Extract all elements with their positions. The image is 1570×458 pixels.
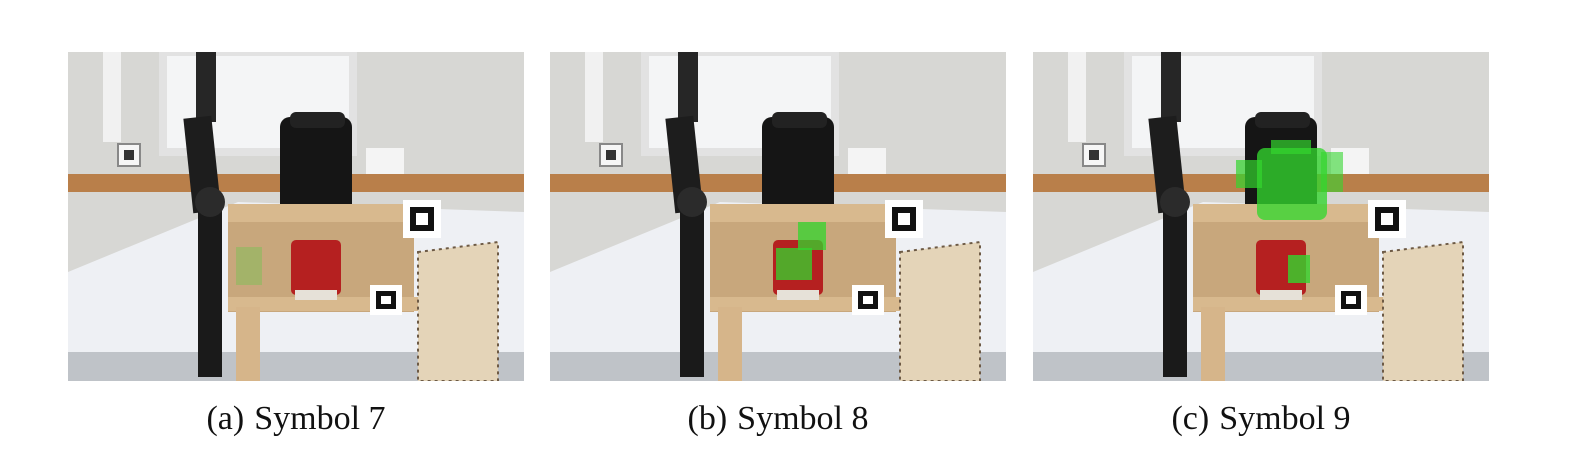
figure-panel-c — [1033, 52, 1489, 381]
panel-caption-c: (c) Symbol 9 — [1033, 402, 1489, 436]
robot-scene-image-c — [1033, 52, 1489, 381]
panel-caption-b: (b) Symbol 8 — [550, 402, 1006, 436]
robot-scene-image-a — [68, 52, 524, 381]
caption-label: (c) — [1171, 400, 1210, 437]
fiducial-marker-icon — [852, 200, 923, 315]
fiducial-marker-icon — [1335, 200, 1406, 315]
figure-panel-a — [68, 52, 524, 381]
symbol-highlight-region — [236, 247, 262, 285]
caption-title: Symbol 9 — [1219, 400, 1351, 437]
fiducial-marker-icon — [370, 200, 441, 315]
symbol-highlight-region — [776, 222, 826, 280]
caption-title: Symbol 8 — [737, 400, 869, 437]
caption-label: (a) — [206, 400, 245, 437]
caption-title: Symbol 7 — [254, 400, 386, 437]
robot-arm-icon — [665, 52, 707, 377]
robot-scene-image-b — [550, 52, 1006, 381]
robot-arm-icon — [183, 52, 225, 377]
red-cup-icon — [291, 240, 341, 300]
caption-label: (b) — [687, 400, 728, 437]
symbol-highlight-region — [1236, 140, 1343, 283]
panel-caption-a: (a) Symbol 7 — [68, 402, 524, 436]
robot-arm-icon — [1148, 52, 1190, 377]
figure-panel-b — [550, 52, 1006, 381]
